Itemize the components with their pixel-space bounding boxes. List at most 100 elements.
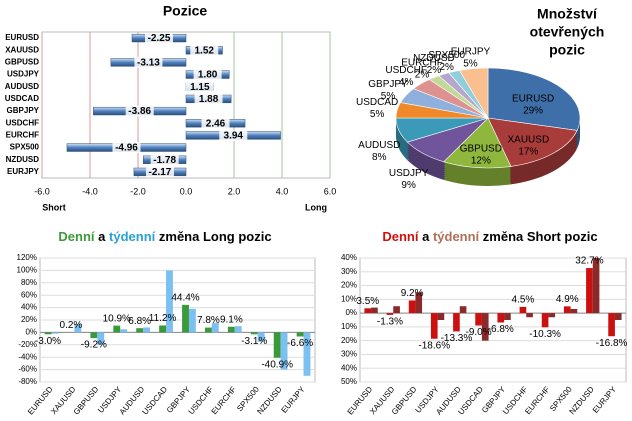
data-label: -1.3% — [377, 317, 403, 328]
slice-label: SPX500 — [428, 50, 465, 61]
bar — [415, 292, 423, 314]
slice-label: GBPJPY — [368, 79, 408, 90]
x-tick-label: EURCHF — [210, 385, 238, 416]
bar — [97, 332, 105, 345]
data-label: 3.94 — [224, 131, 244, 142]
chart-title: Pozice — [163, 3, 208, 19]
bar — [548, 313, 556, 318]
y-tick-label: AUDUSD — [5, 82, 39, 91]
label-bg — [190, 44, 219, 56]
bar — [44, 332, 52, 335]
data-label: 1.80 — [198, 70, 218, 81]
y-tick-label: 40% — [341, 363, 357, 372]
bar — [303, 332, 311, 376]
y-tick-label: 60% — [21, 290, 37, 299]
data-label: -13.3% — [441, 333, 473, 344]
chart-title: pozic — [549, 42, 585, 58]
data-label: 6.8% — [128, 316, 151, 327]
chart-title: Množství — [537, 6, 598, 22]
data-label: -2.17 — [149, 167, 172, 178]
data-label: -9.0% — [466, 327, 492, 338]
title-part: Denní — [382, 229, 419, 244]
axis-label: Short — [42, 202, 66, 212]
y-tick-label: NZDUSD — [6, 155, 40, 164]
bar — [211, 323, 219, 333]
chart-title: Denní a týdenní změna Long pozic — [58, 229, 271, 244]
data-label: 9.1% — [220, 314, 243, 325]
label-bg — [145, 32, 173, 44]
data-label: -2.25 — [148, 33, 171, 44]
y-tick-label: 10% — [341, 322, 357, 331]
bar — [519, 306, 527, 314]
label-bg — [134, 56, 163, 68]
data-label: 3.5% — [356, 296, 379, 307]
data-label: 1.52 — [195, 45, 215, 56]
y-tick-label: 50% — [341, 377, 357, 386]
data-label: -4.96 — [115, 143, 138, 154]
bar — [113, 325, 121, 333]
bar — [408, 300, 416, 314]
y-tick-label: GBPJPY — [7, 106, 40, 115]
x-tick-label: 4.0 — [276, 186, 289, 196]
bar — [563, 306, 571, 314]
bar — [273, 332, 281, 358]
data-label: -40.9% — [261, 359, 293, 370]
y-tick-label: 20% — [341, 336, 357, 345]
bar — [188, 308, 196, 333]
slice-value: 12% — [471, 155, 491, 166]
bar — [227, 326, 235, 333]
slice-label: NZDUSD — [413, 53, 455, 64]
slice-value: 9% — [401, 180, 416, 191]
data-label: 1.88 — [199, 94, 219, 105]
data-label: -18.6% — [418, 340, 450, 351]
bar — [430, 313, 438, 339]
data-label: -16.8% — [596, 338, 628, 349]
y-tick-label: 30% — [341, 267, 357, 276]
bar — [120, 329, 128, 333]
chart-title: Denní a týdenní změna Short pozic — [382, 229, 597, 244]
data-label: -3.13 — [137, 58, 160, 69]
bar — [570, 308, 578, 314]
data-label: -6.8% — [488, 324, 514, 335]
y-tick-label: -60% — [18, 365, 37, 374]
y-tick-label: 80% — [21, 278, 37, 287]
data-label: -10.3% — [529, 329, 561, 340]
bar — [393, 306, 400, 314]
y-tick-label: XAUUSD — [5, 45, 39, 54]
bar — [453, 313, 460, 332]
x-tick-label: 2.0 — [228, 186, 241, 196]
slice-value: 2% — [415, 69, 430, 80]
y-tick-label: SPX500 — [10, 143, 40, 152]
y-tick-label: 0% — [25, 328, 37, 337]
slice-label: EURJPY — [451, 46, 491, 57]
data-label: 4.9% — [556, 294, 579, 305]
y-tick-label: 20% — [341, 281, 357, 290]
bar — [497, 313, 505, 323]
x-tick-label: EURJPY — [280, 384, 308, 414]
bar — [250, 332, 258, 335]
slice-label: USDCAD — [356, 97, 398, 108]
bar — [166, 270, 173, 333]
data-label: 1.15 — [190, 82, 210, 93]
label-bg — [150, 154, 179, 166]
slice-label: AUDUSD — [358, 140, 400, 151]
data-label: -3.0% — [35, 336, 61, 347]
y-tick-label: EURJPY — [7, 167, 40, 176]
slice-value: 2% — [439, 62, 454, 73]
slice-value: 4% — [399, 77, 414, 88]
title-part: a — [422, 229, 430, 244]
bar — [205, 327, 212, 333]
label-bg — [125, 105, 154, 117]
pie-slice — [459, 67, 489, 120]
label-bg — [194, 93, 223, 105]
chart-title: otevřených — [530, 24, 605, 40]
bar — [74, 323, 82, 333]
bar — [257, 332, 265, 342]
x-tick-label: 6.0 — [324, 186, 337, 196]
bar — [475, 313, 482, 326]
x-tick-label: NZDUSD — [255, 385, 283, 416]
x-tick-label: -6.0 — [34, 186, 50, 196]
y-tick-label: 30% — [341, 350, 357, 359]
y-tick-label: EURCHF — [6, 131, 39, 140]
x-tick-label: -2.0 — [130, 186, 146, 196]
